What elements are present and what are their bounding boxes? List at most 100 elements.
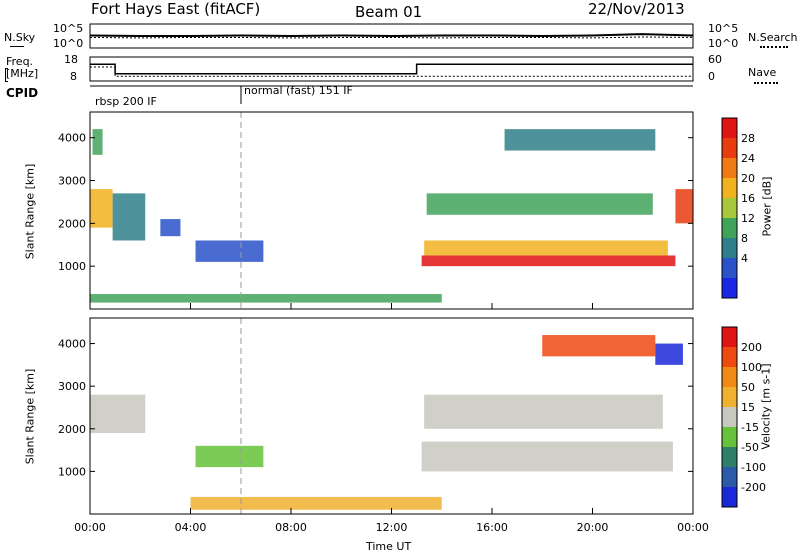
colorbar-frame xyxy=(721,326,738,508)
power-panel: 1000 2000 3000 4000 xyxy=(58,111,694,310)
nsky-panel xyxy=(89,23,694,49)
scatter-region-10 xyxy=(90,294,442,303)
nsky-tick-top: 10^5 xyxy=(53,22,84,35)
scatter-region-3 xyxy=(424,394,663,429)
power-colorbar: 28 24 20 16 12 8 4 xyxy=(721,117,755,299)
nave-label: Nave xyxy=(748,66,777,79)
colorbar-tick-4: 12 xyxy=(741,212,755,225)
nsky-legend-line xyxy=(10,46,24,47)
colorbar-swatch-1 xyxy=(722,138,737,159)
nave-tick-top: 60 xyxy=(708,53,722,66)
nave-tick-bottom: 0 xyxy=(708,70,715,83)
nsky-tick-bottom: 10^0 xyxy=(53,37,84,50)
scatter-region-2 xyxy=(92,129,103,155)
colorbar-swatch-6 xyxy=(722,238,737,259)
freq-tick-bottom: 8 xyxy=(70,70,77,83)
nave-legend-line xyxy=(754,82,778,84)
colorbar-tick-2: 50 xyxy=(741,381,755,394)
xtick-label-2: 08:00 xyxy=(275,521,307,534)
colorbar-swatch-4 xyxy=(722,407,737,428)
colorbar-swatch-1 xyxy=(722,347,737,368)
series-nsky-line xyxy=(89,33,694,38)
colorbar-swatch-7 xyxy=(722,467,737,488)
ytick-label-1: 2000 xyxy=(58,423,86,436)
freq-panel xyxy=(89,56,694,82)
scatter-region-8 xyxy=(675,189,693,224)
scatter-region-1 xyxy=(112,193,146,241)
ytick-label-2: 3000 xyxy=(58,175,86,188)
ytick-label-3: 4000 xyxy=(58,132,86,145)
freq-label-line1: Freq. xyxy=(6,55,34,68)
colorbar-tick-4: -15 xyxy=(741,421,759,434)
ytick-label-0: 1000 xyxy=(58,260,86,273)
velocity-ylabel: Slant Range [km] xyxy=(23,368,37,465)
freq-tick-top: 18 xyxy=(64,53,78,66)
scatter-region-2 xyxy=(421,441,673,472)
colorbar-tick-2: 20 xyxy=(741,172,755,185)
colorbar-tick-5: 8 xyxy=(741,232,748,245)
colorbar-swatch-3 xyxy=(722,178,737,199)
colorbar-swatch-6 xyxy=(722,447,737,468)
scatter-region-7 xyxy=(426,193,653,215)
xtick-label-5: 20:00 xyxy=(577,521,609,534)
xtick-label-1: 04:00 xyxy=(175,521,207,534)
xtick-label-3: 12:00 xyxy=(376,521,408,534)
colorbar-swatch-3 xyxy=(722,387,737,408)
scatter-region-4 xyxy=(190,496,442,510)
scatter-region-1 xyxy=(195,445,264,468)
station-title: Fort Hays East (fitACF) xyxy=(91,0,261,18)
colorbar-tick-1: 24 xyxy=(741,152,755,165)
colorbar-tick-3: 15 xyxy=(741,401,755,414)
series-freq-line xyxy=(90,63,693,75)
cpid-segment-1: rbsp 200 IF xyxy=(95,95,157,108)
freq-frame xyxy=(89,56,694,82)
power-cb-label: Power [dB] xyxy=(760,176,774,237)
colorbar-tick-0: 28 xyxy=(741,132,755,145)
velocity-panel: 1000 2000 3000 4000 00:00 04:00 08:00 12:00 16:… xyxy=(58,303,709,534)
ytick-label-3: 4000 xyxy=(58,338,86,351)
scatter-region-0 xyxy=(90,189,113,228)
scatter-region-5 xyxy=(421,255,676,267)
ytick-label-1: 2000 xyxy=(58,217,86,230)
colorbar-swatch-7 xyxy=(722,258,737,279)
freq-legend-bracket xyxy=(5,68,8,82)
colorbar-tick-1: 100 xyxy=(741,361,762,374)
nsearch-legend-line xyxy=(760,46,788,48)
beam-title: Beam 01 xyxy=(355,3,423,21)
scatter-region-4 xyxy=(195,240,264,262)
date-title: 22/Nov/2013 xyxy=(588,0,685,18)
colorbar-tick-3: 16 xyxy=(741,192,755,205)
colorbar-tick-6: -100 xyxy=(741,461,766,474)
scatter-region-6 xyxy=(655,343,683,365)
nsearch-tick-bottom: 10^0 xyxy=(708,37,739,50)
colorbar-swatch-2 xyxy=(722,158,737,179)
scatter-region-6 xyxy=(424,240,668,256)
ytick-label-0: 1000 xyxy=(58,465,86,478)
freq-label-line2: [MHz] xyxy=(6,67,39,80)
colorbar-swatch-8 xyxy=(722,487,737,508)
scatter-region-0 xyxy=(90,394,146,434)
xtick-label-4: 16:00 xyxy=(476,521,508,534)
colorbar-swatch-0 xyxy=(722,327,737,348)
colorbar-swatch-8 xyxy=(722,278,737,299)
series-nave-line xyxy=(90,66,693,77)
colorbar-swatch-2 xyxy=(722,367,737,388)
scatter-region-3 xyxy=(160,219,181,237)
colorbar-swatch-5 xyxy=(722,427,737,448)
colorbar-tick-5: -50 xyxy=(741,441,759,454)
nsearch-tick-top: 10^5 xyxy=(708,22,739,35)
velocity-colorbar: 200 100 50 15 -15 -50 -100 -200 xyxy=(721,326,766,508)
ytick-label-2: 3000 xyxy=(58,380,86,393)
scatter-region-5 xyxy=(542,335,656,357)
velocity-cb-label: Velocity [m s-1] xyxy=(759,363,773,450)
xaxis-label: Time UT xyxy=(366,540,412,553)
nsearch-label: N.Search xyxy=(748,31,798,44)
colorbar-tick-6: 4 xyxy=(741,252,748,265)
cpid-label: CPID xyxy=(6,86,39,100)
colorbar-frame xyxy=(721,117,738,299)
colorbar-tick-7: -200 xyxy=(741,481,766,494)
xtick-label-6: 00:00 xyxy=(677,521,709,534)
xtick-label-0: 00:00 xyxy=(74,521,106,534)
colorbar-swatch-0 xyxy=(722,118,737,139)
colorbar-tick-0: 200 xyxy=(741,341,762,354)
